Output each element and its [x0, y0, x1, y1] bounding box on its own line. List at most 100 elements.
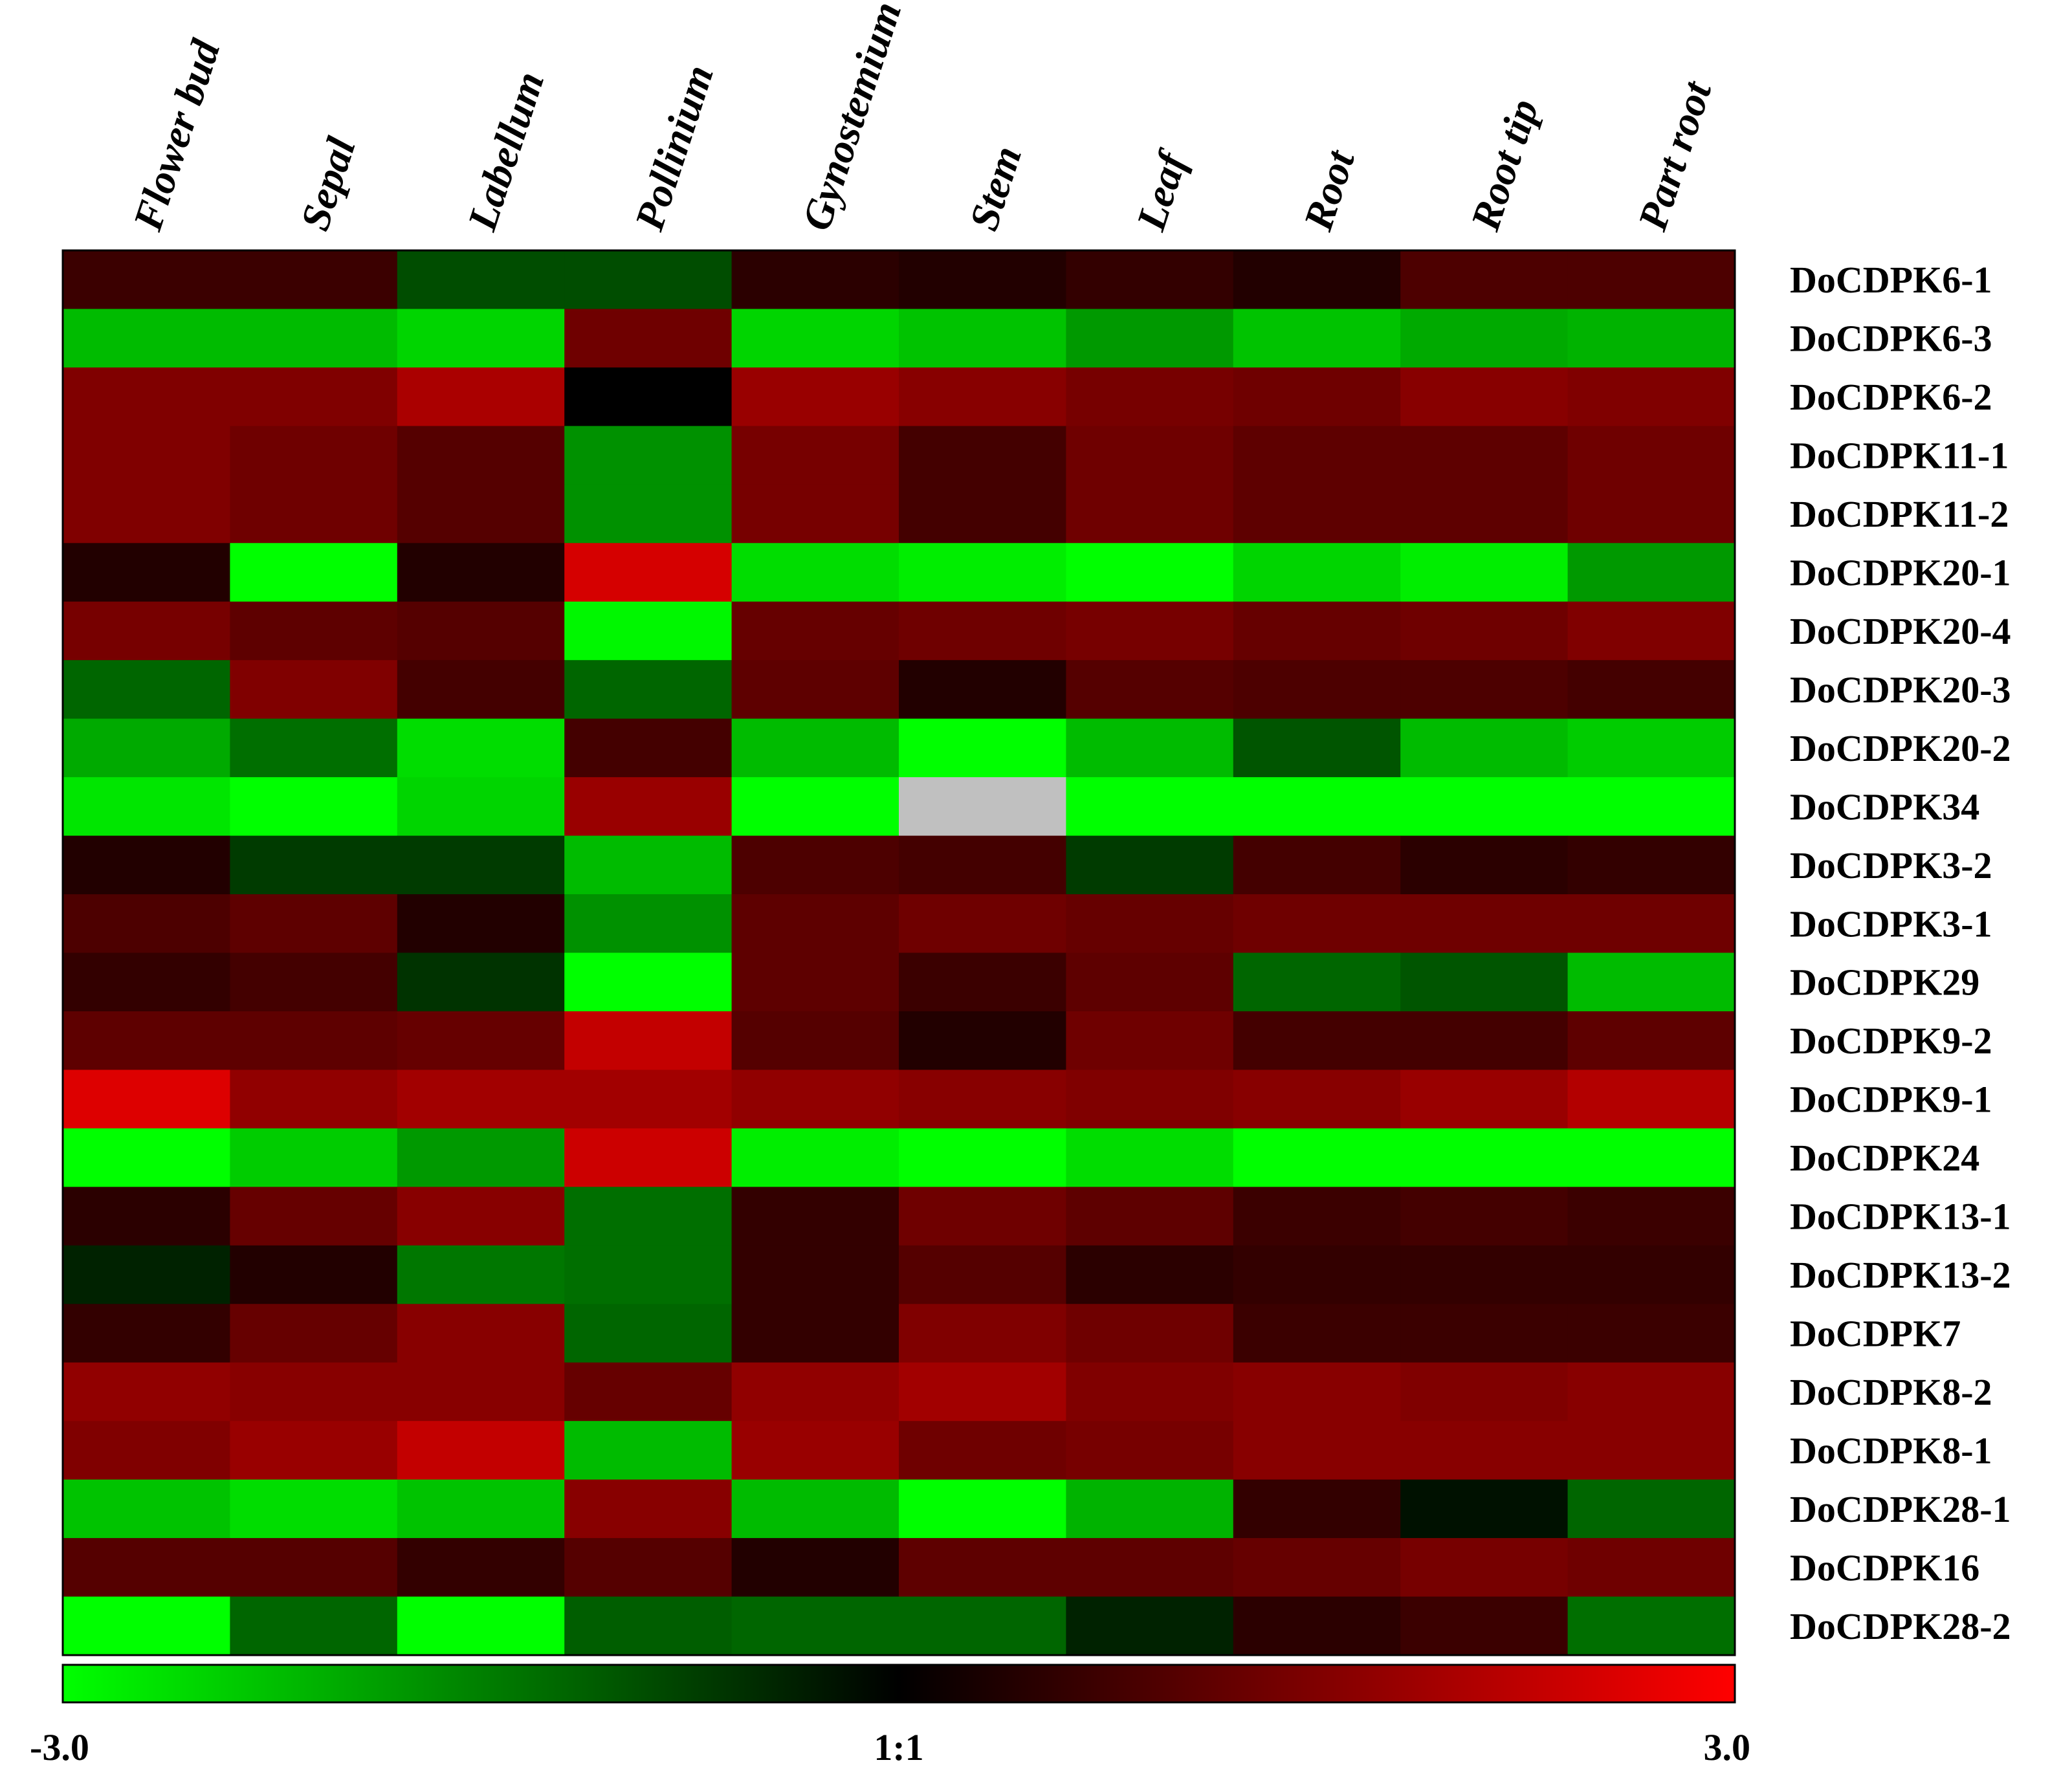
heatmap-cell: [1066, 1596, 1234, 1656]
heatmap-cell: [564, 1538, 733, 1598]
heatmap-cell: [230, 367, 398, 426]
heatmap-cell: [63, 484, 230, 544]
heatmap-cell: [1567, 1538, 1736, 1598]
heatmap-cell: [731, 1245, 899, 1304]
heatmap-cell: [230, 1245, 398, 1304]
heatmap-cell: [1400, 894, 1569, 954]
heatmap-cell: [230, 1187, 398, 1246]
heatmap-cell: [230, 952, 398, 1012]
heatmap-cell: [564, 835, 733, 895]
heatmap-cell: [1233, 777, 1401, 837]
heatmap-cell: [1400, 1187, 1569, 1246]
heatmap-cell: [1567, 426, 1736, 485]
heatmap-cell: [1233, 367, 1401, 426]
heatmap-cell: [1233, 1479, 1401, 1539]
heatmap-cell: [1400, 660, 1569, 720]
heatmap-cell: [564, 1596, 733, 1656]
heatmap-cell: [1567, 543, 1736, 602]
heatmap-cell: [1233, 1538, 1401, 1598]
color-scale: -3.0 1:1 3.0: [30, 1664, 1751, 1768]
heatmap-cell: [63, 660, 230, 720]
heatmap-cell: [899, 1011, 1066, 1071]
heatmap-cell: [1400, 1596, 1569, 1656]
heatmap-cell: [731, 1479, 899, 1539]
heatmap-cell: [63, 309, 230, 368]
heatmap-cell: [397, 309, 565, 368]
heatmap-cell: [731, 1070, 899, 1129]
heatmap-cell: [564, 250, 733, 310]
heatmap-cell: [1567, 777, 1736, 837]
heatmap-cell: [564, 367, 733, 426]
heatmap-cell: [1066, 367, 1234, 426]
heatmap-cell: [564, 309, 733, 368]
heatmap-cell: [230, 1479, 398, 1539]
heatmap-cell: [1066, 1245, 1234, 1304]
heatmap-cell: [63, 894, 230, 954]
heatmap-cell: [63, 601, 230, 661]
heatmap-cell: [899, 660, 1066, 720]
heatmap-cell: [564, 484, 733, 544]
heatmap-cell: [1567, 1421, 1736, 1480]
row-label: DoCDPK16: [1790, 1546, 1979, 1588]
heatmap-cell: [1233, 1011, 1401, 1071]
heatmap-cell: [731, 1421, 899, 1480]
row-label: DoCDPK20-4: [1790, 610, 2011, 652]
row-label: DoCDPK3-2: [1790, 844, 1992, 886]
heatmap-cell: [1400, 1421, 1569, 1480]
heatmap-cell: [1567, 894, 1736, 954]
heatmap-cell: [63, 1128, 230, 1187]
heatmap-cell: [230, 601, 398, 661]
heatmap-cell: [1066, 250, 1234, 310]
heatmap-cell: [899, 601, 1066, 661]
heatmap-cells: [61, 249, 1736, 1656]
row-label: DoCDPK29: [1790, 961, 1979, 1004]
heatmap-cell: [63, 1538, 230, 1598]
heatmap-cell: [230, 894, 398, 954]
heatmap-cell: [397, 1128, 565, 1187]
heatmap-cell: [564, 1011, 733, 1071]
heatmap-cell: [63, 1011, 230, 1071]
heatmap-cell: [1066, 1304, 1234, 1363]
row-label: DoCDPK11-1: [1790, 435, 2009, 477]
heatmap-cell: [1066, 718, 1234, 778]
heatmap-cell: [397, 1362, 565, 1422]
row-label: DoCDPK9-1: [1790, 1079, 1992, 1121]
heatmap-cell: [230, 484, 398, 544]
row-label: DoCDPK3-1: [1790, 903, 1992, 945]
heatmap-cell: [1066, 660, 1234, 720]
heatmap-cell: [63, 1596, 230, 1656]
heatmap-cell: [564, 426, 733, 485]
heatmap-cell: [564, 777, 733, 837]
heatmap-cell: [899, 1362, 1066, 1422]
heatmap-cell: [899, 1245, 1066, 1304]
row-label: DoCDPK20-2: [1790, 727, 2011, 769]
heatmap-cell: [1400, 1128, 1569, 1187]
heatmap-cell: [1400, 835, 1569, 895]
heatmap-cell: [397, 660, 565, 720]
heatmap-cell: [1400, 1070, 1569, 1129]
heatmap-cell: [1233, 1421, 1401, 1480]
heatmap-cell: [1233, 952, 1401, 1012]
heatmap-cell: [63, 1421, 230, 1480]
heatmap-cell: [63, 1479, 230, 1539]
heatmap-cell: [397, 1538, 565, 1598]
heatmap-cell: [1233, 426, 1401, 485]
heatmap-cell: [397, 835, 565, 895]
heatmap-cell: [63, 543, 230, 602]
heatmap-cell: [564, 894, 733, 954]
heatmap-cell: [899, 718, 1066, 778]
heatmap-cell: [899, 1070, 1066, 1129]
heatmap-cell: [230, 835, 398, 895]
heatmap-cell: [731, 1538, 899, 1598]
heatmap-cell: [1400, 601, 1569, 661]
heatmap-cell: [899, 484, 1066, 544]
heatmap-cell: [731, 601, 899, 661]
heatmap-cell: [731, 426, 899, 485]
heatmap-cell: [1233, 835, 1401, 895]
row-label: DoCDPK13-1: [1790, 1196, 2011, 1238]
heatmap-cell: [1400, 777, 1569, 837]
scale-max-label: 3.0: [1704, 1726, 1751, 1768]
row-label: DoCDPK34: [1790, 786, 1979, 828]
heatmap-cell: [397, 367, 565, 426]
heatmap-cell: [1066, 1479, 1234, 1539]
